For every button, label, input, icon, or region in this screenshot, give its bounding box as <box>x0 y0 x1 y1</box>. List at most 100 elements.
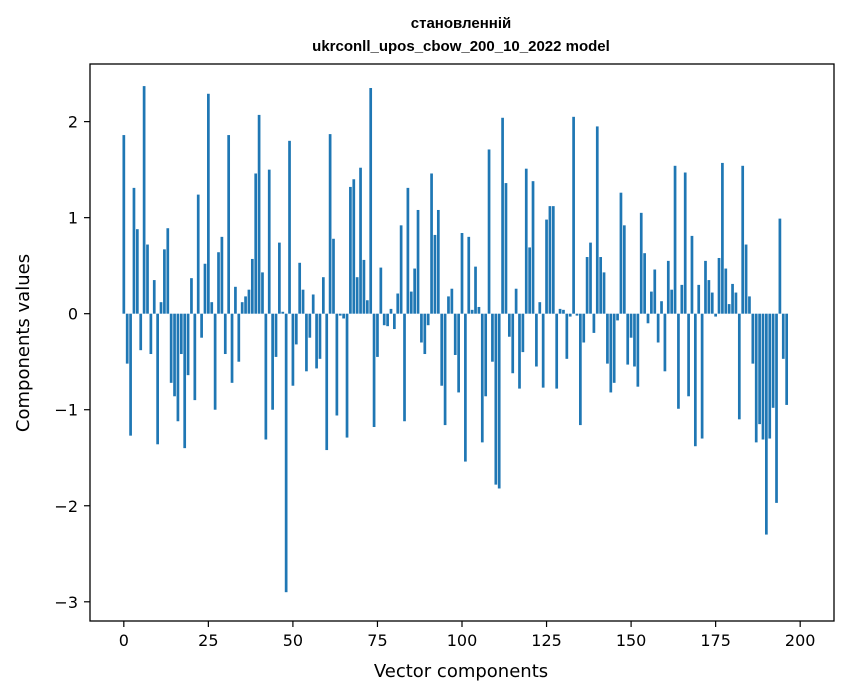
bar-49 <box>288 140 291 314</box>
bar-119 <box>524 168 528 314</box>
bar-163 <box>673 165 677 314</box>
bar-67 <box>349 186 352 314</box>
bar-116 <box>514 288 518 314</box>
bar-62 <box>332 238 335 314</box>
bar-98 <box>453 313 457 355</box>
x-tick-label: 175 <box>700 631 731 650</box>
bar-65 <box>342 313 345 319</box>
bar-43 <box>267 169 271 314</box>
bar-188 <box>758 313 761 425</box>
bar-155 <box>646 313 650 324</box>
y-axis-ticks: −3 −2 −1 0 1 2 <box>54 113 90 612</box>
x-tick-label: 50 <box>283 631 303 650</box>
bar-48 <box>284 313 288 593</box>
bar-87 <box>416 209 420 314</box>
bar-74 <box>372 313 376 428</box>
bar-79 <box>389 308 393 314</box>
bar-16 <box>176 313 180 422</box>
bar-166 <box>683 172 687 314</box>
bar-182 <box>737 313 741 420</box>
bar-189 <box>761 313 765 440</box>
bar-61 <box>328 134 332 314</box>
bar-70 <box>359 167 362 314</box>
bar-83 <box>403 313 406 422</box>
bar-19 <box>186 313 190 376</box>
bar-167 <box>687 313 690 397</box>
bar-41 <box>261 272 264 314</box>
bar-143 <box>606 313 609 364</box>
x-tick-label: 25 <box>198 631 218 650</box>
bar-46 <box>278 242 281 314</box>
bar-114 <box>507 313 511 337</box>
bar-172 <box>704 260 707 314</box>
bar-164 <box>677 313 680 409</box>
bar-186 <box>751 313 755 364</box>
bar-101 <box>464 313 467 462</box>
bar-27 <box>213 313 217 410</box>
y-tick-label: 0 <box>68 305 78 324</box>
bar-132 <box>568 313 572 317</box>
bar-118 <box>521 313 525 353</box>
bar-39 <box>254 173 258 314</box>
bar-128 <box>555 313 559 389</box>
bar-131 <box>565 313 569 359</box>
bar-140 <box>595 126 599 314</box>
bar-129 <box>558 308 562 314</box>
bar-99 <box>457 313 460 393</box>
bar-187 <box>754 313 758 443</box>
bar-57 <box>315 313 318 369</box>
bar-75 <box>376 313 379 357</box>
bar-38 <box>250 258 254 314</box>
bar-173 <box>707 280 711 314</box>
bar-177 <box>721 162 724 314</box>
bar-10 <box>156 313 159 445</box>
bar-13 <box>166 228 170 314</box>
bar-191 <box>768 313 772 439</box>
bar-4 <box>135 229 139 314</box>
bar-7 <box>146 244 149 314</box>
bar-59 <box>321 277 325 314</box>
bar-82 <box>399 225 403 314</box>
bar-20 <box>190 278 193 314</box>
bar-168 <box>690 235 694 314</box>
bar-89 <box>423 313 427 355</box>
bar-111 <box>497 313 501 489</box>
bar-17 <box>179 313 183 355</box>
bar-151 <box>633 313 636 367</box>
bar-5 <box>139 313 143 351</box>
bar-0 <box>122 135 126 314</box>
bar-14 <box>169 313 173 383</box>
bar-192 <box>771 313 775 408</box>
bar-8 <box>149 313 153 355</box>
bar-144 <box>609 313 613 393</box>
bar-34 <box>237 313 241 362</box>
x-tick-label: 100 <box>447 631 478 650</box>
chart-subtitle: ukrconll_upos_cbow_200_10_2022 model <box>312 38 610 55</box>
bar-30 <box>223 313 227 355</box>
bar-112 <box>501 117 504 314</box>
bar-26 <box>210 302 214 314</box>
bar-42 <box>264 313 268 440</box>
bar-9 <box>152 280 156 314</box>
bar-22 <box>196 194 200 314</box>
bar-11 <box>159 302 163 314</box>
bar-104 <box>474 266 477 314</box>
bar-36 <box>244 296 247 314</box>
bar-133 <box>572 116 575 314</box>
bar-24 <box>203 263 207 314</box>
bar-96 <box>447 296 450 314</box>
bar-64 <box>338 313 342 316</box>
bar-194 <box>778 218 782 314</box>
bar-160 <box>663 313 667 372</box>
bar-93 <box>436 209 440 314</box>
bar-31 <box>227 135 231 314</box>
bar-71 <box>362 259 366 314</box>
bar-149 <box>626 313 630 365</box>
x-tick-label: 125 <box>531 631 562 650</box>
bar-113 <box>504 183 508 314</box>
bar-174 <box>710 292 714 314</box>
bar-72 <box>365 300 369 314</box>
bars-group <box>122 86 789 593</box>
bar-69 <box>355 277 359 314</box>
